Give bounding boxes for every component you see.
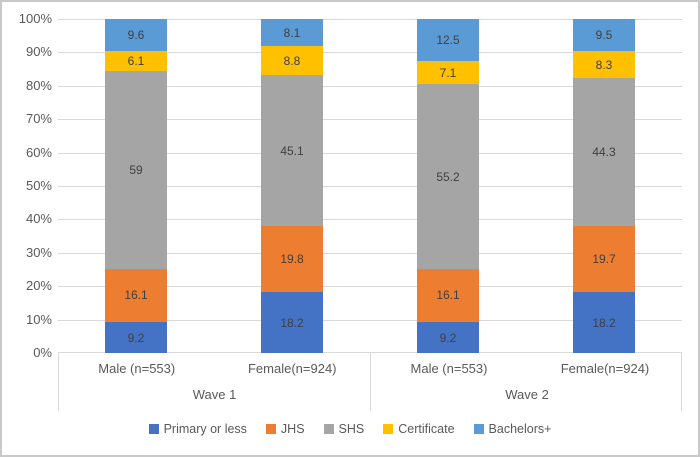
legend-label: Bachelors+ — [488, 422, 552, 436]
bar-segment-primary-or-less: 9.2 — [417, 322, 479, 353]
bar-segment-certificate: 6.1 — [105, 51, 167, 72]
bar-segment-jhs: 16.1 — [105, 268, 167, 323]
data-label: 6.1 — [127, 54, 145, 69]
category-label: Male (n=553) — [410, 360, 488, 376]
legend: Primary or less JHS SHS Certificate Bachelor… — [2, 415, 698, 443]
category-label: Male (n=553) — [98, 360, 176, 376]
y-axis-tick-label: 10% — [25, 312, 52, 327]
bar-segment-certificate: 7.1 — [417, 60, 479, 85]
bar-segment-jhs: 16.1 — [417, 268, 479, 323]
y-axis-tick-label: 90% — [25, 44, 52, 59]
bar-segment-primary-or-less: 9.2 — [105, 322, 167, 353]
category-row: Male (n=553) Female(n=924) — [371, 353, 683, 383]
bar-segment-bachelors: 9.5 — [573, 19, 635, 51]
legend-swatch-icon — [148, 424, 159, 434]
bar-segment-shs: 44.3 — [573, 78, 635, 227]
data-label: 19.7 — [592, 252, 616, 267]
data-label: 18.2 — [280, 315, 304, 330]
bar-segment-shs: 59 — [105, 71, 167, 269]
legend-label: Certificate — [398, 422, 455, 436]
bar-segment-certificate: 8.3 — [573, 50, 635, 79]
data-label: 9.2 — [439, 330, 457, 345]
legend-swatch-icon — [323, 424, 334, 434]
category-group-wave-2: Male (n=553) Female(n=924) Wave 2 — [371, 353, 683, 411]
data-label: 45.1 — [280, 143, 304, 158]
bar-column: 9.2 16.1 59 6.1 9.6 — [105, 19, 167, 353]
bar-segment-jhs: 19.7 — [573, 226, 635, 293]
y-axis-tick-label: 0% — [33, 345, 52, 360]
legend-item-primary-or-less: Primary or less — [148, 422, 247, 436]
bar-column: 9.2 16.1 55.2 7.1 12.5 — [417, 19, 479, 353]
bar-segment-bachelors: 9.6 — [105, 19, 167, 52]
gridline — [58, 153, 682, 154]
data-label: 9.5 — [595, 27, 613, 42]
data-label: 9.2 — [127, 330, 145, 345]
y-axis-tick-label: 60% — [25, 145, 52, 160]
gridline — [58, 286, 682, 287]
legend-item-bachelors: Bachelors+ — [473, 422, 552, 436]
gridline — [58, 19, 682, 20]
bar-segment-bachelors: 12.5 — [417, 19, 479, 61]
bar-column: 18.2 19.7 44.3 8.3 9.5 — [573, 19, 635, 353]
data-label: 44.3 — [592, 145, 616, 160]
data-label: 18.2 — [592, 315, 616, 330]
y-axis-tick-label: 40% — [25, 211, 52, 226]
category-row: Male (n=553) Female(n=924) — [59, 353, 370, 383]
gridline — [58, 186, 682, 187]
legend-swatch-icon — [473, 424, 484, 434]
data-label: 16.1 — [436, 288, 460, 303]
category-label: Female(n=924) — [247, 360, 337, 376]
bar-segment-primary-or-less: 18.2 — [573, 292, 635, 353]
data-label: 7.1 — [439, 65, 457, 80]
data-label: 59 — [129, 162, 143, 177]
data-label: 8.1 — [283, 25, 301, 40]
data-label: 19.8 — [280, 252, 304, 267]
y-axis-tick-label: 70% — [25, 111, 52, 126]
bar-segment-bachelors: 8.1 — [261, 19, 323, 47]
legend-swatch-icon — [383, 424, 394, 434]
plot-area: 9.2 16.1 59 6.1 9.6 18.2 19.8 45.1 8.8 8.1 9.2 16.1… — [58, 19, 682, 353]
legend-label: SHS — [338, 422, 365, 436]
data-label: 8.3 — [595, 57, 613, 72]
legend-label: Primary or less — [163, 422, 247, 436]
gridline — [58, 52, 682, 53]
y-axis-tick-label: 80% — [25, 78, 52, 93]
category-axis: Male (n=553) Female(n=924) Wave 1 Male (n=5… — [58, 353, 682, 411]
bar-segment-shs: 55.2 — [417, 84, 479, 269]
group-label: Wave 2 — [505, 387, 549, 402]
category-label: Female(n=924) — [560, 360, 650, 376]
y-axis-tick-label: 20% — [25, 278, 52, 293]
gridline — [58, 86, 682, 87]
gridline — [58, 352, 682, 353]
legend-item-shs: SHS — [323, 422, 365, 436]
bar-segment-certificate: 8.8 — [261, 46, 323, 76]
gridline — [58, 219, 682, 220]
data-label: 55.2 — [436, 169, 460, 184]
y-axis: 0% 10% 20% 30% 40% 50% 60% 70% 80% 90% 100% — [2, 2, 58, 412]
category-group-wave-1: Male (n=553) Female(n=924) Wave 1 — [59, 353, 371, 411]
legend-item-jhs: JHS — [265, 422, 305, 436]
legend-item-certificate: Certificate — [383, 422, 455, 436]
gridline — [58, 320, 682, 321]
legend-swatch-icon — [265, 424, 276, 434]
data-label: 8.8 — [283, 53, 301, 68]
bar-segment-shs: 45.1 — [261, 75, 323, 227]
data-label: 12.5 — [436, 32, 460, 47]
bar-segment-jhs: 19.8 — [261, 226, 323, 293]
y-axis-tick-label: 50% — [25, 178, 52, 193]
bar-column: 18.2 19.8 45.1 8.8 8.1 — [261, 19, 323, 353]
y-axis-tick-label: 30% — [25, 245, 52, 260]
group-label: Wave 1 — [192, 387, 237, 402]
legend-label: JHS — [280, 422, 305, 436]
data-label: 9.6 — [127, 28, 145, 43]
bar-segment-primary-or-less: 18.2 — [261, 292, 323, 353]
data-label: 16.1 — [124, 288, 148, 303]
gridline — [58, 253, 682, 254]
gridline — [58, 119, 682, 120]
y-axis-tick-label: 100% — [18, 11, 52, 26]
